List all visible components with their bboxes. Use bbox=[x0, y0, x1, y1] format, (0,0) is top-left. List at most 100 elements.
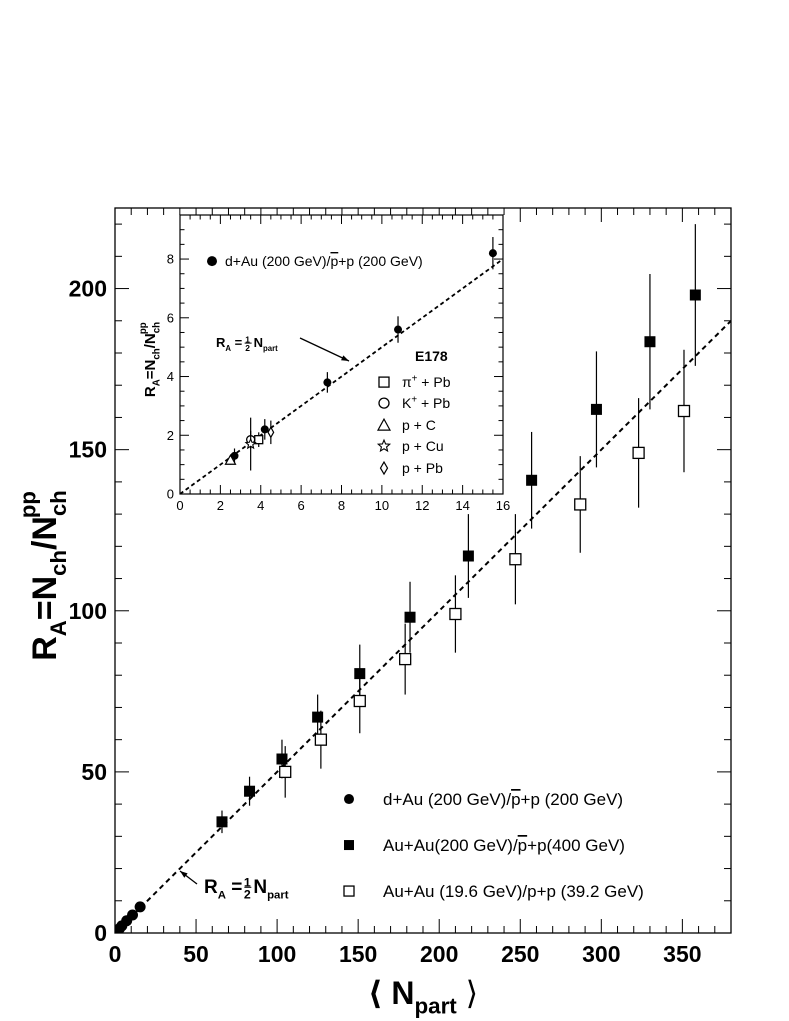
svg-text:2: 2 bbox=[245, 343, 250, 353]
main-data-point bbox=[399, 652, 412, 666]
inset-legend-marker bbox=[376, 417, 392, 431]
main-data-point bbox=[353, 694, 366, 708]
main-data-point bbox=[134, 901, 146, 913]
inset-y-tick-label: 0 bbox=[167, 487, 174, 502]
inset-frame bbox=[179, 214, 504, 495]
inset-x-tick-label: 6 bbox=[298, 498, 305, 513]
main-x-tick-label: 200 bbox=[420, 941, 458, 967]
inset-y-tick-label: 4 bbox=[167, 369, 174, 384]
inset-legend-marker bbox=[378, 376, 390, 388]
inset-legend-title: E178 bbox=[415, 348, 448, 364]
inset-y-tick-label: 8 bbox=[167, 252, 174, 267]
inset-y-tick-label: 6 bbox=[167, 310, 174, 325]
inset-data-point bbox=[488, 249, 497, 258]
inset-x-tick-label: 12 bbox=[415, 498, 429, 513]
main-data-point bbox=[279, 765, 292, 779]
main-y-tick-label: 150 bbox=[69, 437, 107, 463]
main-data-point bbox=[127, 909, 139, 921]
inset-series-5 bbox=[267, 420, 275, 445]
inset-legend-label: p + Cu bbox=[402, 438, 444, 454]
inset-y-tick-label: 2 bbox=[167, 428, 174, 443]
inset-series-4 bbox=[244, 417, 257, 471]
inset-data-point bbox=[260, 425, 269, 434]
main-legend-label: Au+Au (19.6 GeV)/p+p (39.2 GeV) bbox=[383, 882, 644, 901]
main-data-point bbox=[526, 474, 538, 486]
inset-data-point bbox=[224, 453, 237, 465]
main-y-tick-label: 100 bbox=[69, 598, 107, 624]
inset-x-tick-label: 14 bbox=[455, 498, 469, 513]
inset-x-tick-label: 2 bbox=[217, 498, 224, 513]
main-y-tick-label: 50 bbox=[81, 759, 107, 785]
main-y-tick-label: 200 bbox=[69, 276, 107, 302]
main-legend-marker bbox=[344, 794, 354, 805]
inset-x-tick-label: 0 bbox=[176, 498, 183, 513]
inset-x-tick-label: 16 bbox=[496, 498, 510, 513]
main-legend-marker bbox=[344, 840, 354, 851]
main-reference-line bbox=[115, 320, 731, 933]
main-series-0 bbox=[115, 901, 146, 933]
inset-data-point bbox=[267, 426, 275, 439]
main-data-point bbox=[574, 498, 587, 511]
svg-text:1: 1 bbox=[245, 334, 250, 344]
main-legend-label: Au+Au(200 GeV)/p+p(400 GeV) bbox=[383, 836, 625, 855]
main-data-point bbox=[590, 403, 602, 415]
main-data-point bbox=[689, 289, 701, 301]
main-legend-marker bbox=[343, 885, 355, 897]
main-y-axis-label: RA=Nch/Nchpp bbox=[16, 490, 72, 661]
inset-legend-label: p + Pb bbox=[402, 460, 443, 476]
svg-text:2: 2 bbox=[244, 888, 251, 902]
inset-data-point bbox=[323, 378, 332, 387]
svg-text:Npart: Npart bbox=[254, 335, 279, 353]
main-x-tick-label: 0 bbox=[109, 941, 122, 967]
inset-series-3 bbox=[224, 453, 237, 465]
svg-text:1: 1 bbox=[244, 875, 251, 889]
svg-text:Npart: Npart bbox=[253, 877, 288, 902]
inset-legend-marker bbox=[207, 256, 217, 267]
main-data-point bbox=[312, 711, 324, 723]
main-data-point bbox=[644, 336, 656, 348]
inset-x-tick-label: 10 bbox=[375, 498, 389, 513]
main-x-tick-label: 100 bbox=[258, 941, 296, 967]
main-data-point bbox=[449, 607, 462, 621]
inset-ref-arrowhead bbox=[341, 355, 349, 361]
main-x-tick-label: 250 bbox=[501, 941, 539, 967]
main-data-point bbox=[276, 753, 288, 765]
main-data-point bbox=[244, 785, 256, 797]
inset-legend-label: p + C bbox=[402, 417, 436, 433]
main-x-tick-label: 350 bbox=[663, 941, 701, 967]
inset-x-tick-label: 8 bbox=[338, 498, 345, 513]
main-series-1 bbox=[216, 224, 701, 834]
main-x-tick-label: 300 bbox=[582, 941, 620, 967]
svg-text:RA =: RA = bbox=[216, 335, 243, 353]
inset-data-point bbox=[244, 437, 257, 450]
inset-data-point bbox=[394, 325, 403, 334]
main-data-point bbox=[509, 553, 522, 566]
inset-legend-marker bbox=[379, 460, 389, 476]
inset-legend-label: d+Au (200 GeV)/p+p (200 GeV) bbox=[225, 253, 423, 269]
inset-x-tick-label: 4 bbox=[257, 498, 264, 513]
main-data-point bbox=[404, 611, 416, 623]
main-legend-label: d+Au (200 GeV)/p+p (200 GeV) bbox=[383, 790, 623, 809]
main-ref-arrowhead bbox=[180, 871, 188, 878]
inset-legend-label: K+ + Pb bbox=[402, 394, 450, 411]
inset-ref-arrow bbox=[299, 337, 350, 362]
main-data-point bbox=[677, 404, 691, 418]
main-series-2 bbox=[279, 349, 691, 798]
main-data-point bbox=[216, 816, 228, 828]
inset-y-axis-label: RA=Nch/Nchpp bbox=[138, 322, 163, 397]
main-data-point bbox=[632, 446, 645, 460]
inset-legend-label: π+ + Pb bbox=[402, 373, 451, 390]
main-x-tick-label: 150 bbox=[339, 941, 377, 967]
main-x-axis-label: ⟨ Npart ⟩ bbox=[368, 975, 478, 1019]
inset-series-0 bbox=[230, 237, 497, 464]
main-data-point bbox=[462, 550, 474, 562]
inset-ref-line-label: RA = 12 Npart bbox=[216, 334, 278, 352]
main-y-tick-label: 0 bbox=[94, 920, 107, 946]
inset-legend-marker bbox=[378, 397, 390, 409]
svg-text:RA =: RA = bbox=[204, 877, 242, 902]
main-data-point bbox=[314, 733, 328, 746]
main-ref-line-label: RA = 12 Npart bbox=[204, 875, 289, 901]
